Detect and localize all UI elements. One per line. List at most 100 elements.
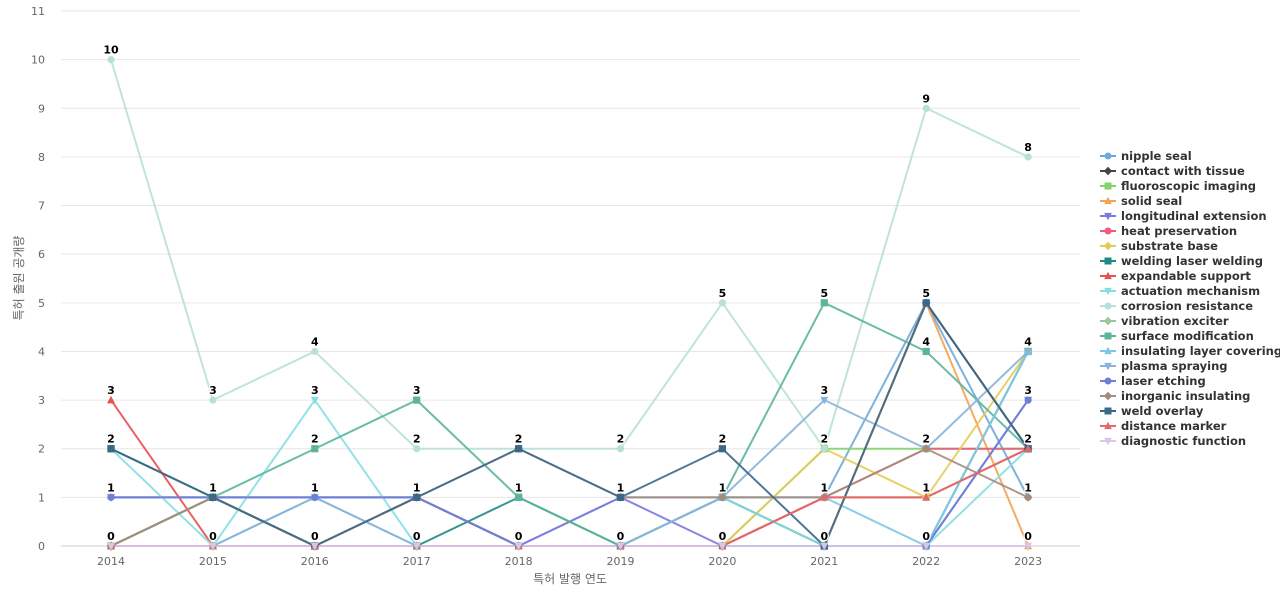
legend-swatch xyxy=(1100,287,1116,295)
legend-marker xyxy=(1104,362,1112,370)
legend-item-plasma-spraying[interactable]: plasma spraying xyxy=(1100,358,1278,373)
y-axis: 0 1 2 3 4 5 6 7 8 9 10 11 xyxy=(31,5,45,553)
data-point-weld-overlay xyxy=(922,299,930,307)
y-axis-title: 특허 출원 공개량 xyxy=(12,236,26,321)
legend-item-inorganic-insulating[interactable]: inorganic insulating xyxy=(1100,388,1278,403)
legend-item-surface-modification[interactable]: surface modification xyxy=(1100,328,1278,343)
data-label: 0 xyxy=(719,530,727,543)
data-label: 3 xyxy=(209,384,217,397)
legend-swatch xyxy=(1100,166,1116,175)
x-tick-label: 2017 xyxy=(403,555,431,568)
legend-swatch xyxy=(1100,152,1116,159)
data-point-distance-marker xyxy=(820,493,829,501)
legend-marker xyxy=(1104,257,1112,264)
data-point-weld-overlay xyxy=(209,493,217,501)
data-label: 2 xyxy=(311,433,319,446)
legend-marker xyxy=(1103,166,1113,175)
legend-marker xyxy=(1104,196,1112,204)
legend-swatch xyxy=(1100,362,1116,370)
data-point-distance-marker xyxy=(922,493,931,501)
legend-item-diagnostic-function[interactable]: diagnostic function xyxy=(1100,433,1278,448)
series-line-nipple-seal xyxy=(111,301,1029,547)
legend-label: insulating layer covering xyxy=(1121,343,1280,358)
data-label: 4 xyxy=(1024,335,1032,348)
data-labels: 1032103104321032102102105210532109542108… xyxy=(102,42,1033,544)
legend-item-substrate-base[interactable]: substrate base xyxy=(1100,238,1278,253)
legend-swatch xyxy=(1100,421,1116,429)
legend-item-nipple-seal[interactable]: nipple seal xyxy=(1100,148,1278,163)
data-label: 2 xyxy=(413,433,421,446)
data-point-actuation-mechanism xyxy=(310,396,319,405)
legend-item-corrosion-resistance[interactable]: corrosion resistance xyxy=(1100,298,1278,313)
data-point-corrosion-resistance xyxy=(1024,153,1032,161)
data-label: 4 xyxy=(922,335,930,348)
data-label: 10 xyxy=(103,44,119,57)
data-label: 4 xyxy=(311,335,319,348)
y-tick-label: 8 xyxy=(38,151,45,164)
data-label: 1 xyxy=(617,481,625,494)
data-label: 2 xyxy=(515,433,523,446)
x-axis: 2014 2015 2016 2017 2018 2019 2020 2021 2022 2023 xyxy=(97,546,1042,568)
legend-item-contact-with-tissue[interactable]: contact with tissue xyxy=(1100,163,1278,178)
y-tick-label: 10 xyxy=(31,54,45,67)
legend-label: heat preservation xyxy=(1121,223,1238,238)
data-point-corrosion-resistance xyxy=(413,445,421,453)
x-tick-label: 2022 xyxy=(912,555,940,568)
data-point-corrosion-resistance xyxy=(616,445,625,453)
legend-label: surface modification xyxy=(1121,328,1254,343)
legend-swatch xyxy=(1100,377,1116,384)
legend-marker xyxy=(1104,227,1112,234)
legend-label: actuation mechanism xyxy=(1121,283,1261,298)
legend-label: nipple seal xyxy=(1121,148,1192,163)
data-point-weld-overlay xyxy=(413,493,421,501)
data-point-weld-overlay xyxy=(718,445,726,453)
data-label: 1 xyxy=(1024,481,1032,494)
legend-item-distance-marker[interactable]: distance marker xyxy=(1100,418,1278,433)
data-point-weld-overlay xyxy=(515,445,523,453)
legend-marker xyxy=(1104,332,1112,339)
legend-item-longitudinal-extension[interactable]: longitudinal extension xyxy=(1100,208,1278,223)
legend-item-actuation-mechanism[interactable]: actuation mechanism xyxy=(1100,283,1278,298)
legend-label: contact with tissue xyxy=(1121,163,1245,178)
legend-label: welding laser welding xyxy=(1121,253,1263,268)
legend-item-heat-preservation[interactable]: heat preservation xyxy=(1100,223,1278,238)
legend-item-laser-etching[interactable]: laser etching xyxy=(1100,373,1278,388)
legend-swatch xyxy=(1100,346,1116,354)
data-label: 3 xyxy=(413,384,421,397)
data-point-corrosion-resistance xyxy=(107,56,115,64)
legend-item-weld-overlay[interactable]: weld overlay xyxy=(1100,403,1278,418)
legend: nipple seal contact with tissue fluoroscop… xyxy=(1100,148,1280,448)
legend-marker xyxy=(1104,346,1112,354)
legend-swatch xyxy=(1100,437,1116,445)
legend-item-solid-seal[interactable]: solid seal xyxy=(1100,193,1278,208)
data-label: 3 xyxy=(820,384,828,397)
series-lines xyxy=(110,59,1030,547)
legend-swatch xyxy=(1100,302,1116,309)
data-point-diagnostic-function xyxy=(820,542,829,551)
legend-marker xyxy=(1104,271,1112,279)
legend-swatch xyxy=(1100,227,1116,234)
data-point-inorganic-insulating xyxy=(1023,493,1033,502)
x-axis-title: 특허 발행 연도 xyxy=(533,571,607,586)
data-label: 0 xyxy=(1024,530,1032,543)
legend-swatch xyxy=(1100,316,1116,325)
legend-item-vibration-exciter[interactable]: vibration exciter xyxy=(1100,313,1278,328)
legend-label: corrosion resistance xyxy=(1121,298,1254,313)
data-point-laser-etching xyxy=(107,493,115,501)
x-tick-label: 2018 xyxy=(505,555,533,568)
data-label: 8 xyxy=(1024,141,1032,154)
data-point-diagnostic-function xyxy=(208,542,217,551)
legend-item-welding-laser-welding[interactable]: welding laser welding xyxy=(1100,253,1278,268)
legend-item-insulating-layer-covering[interactable]: insulating layer covering xyxy=(1100,343,1280,358)
x-tick-label: 2023 xyxy=(1014,555,1042,568)
data-label: 0 xyxy=(311,530,319,543)
legend-label: laser etching xyxy=(1121,373,1206,388)
legend-item-fluoroscopic-imaging[interactable]: fluoroscopic imaging xyxy=(1100,178,1278,193)
x-tick-label: 2014 xyxy=(97,555,125,568)
legend-item-expandable-support[interactable]: expandable support xyxy=(1100,268,1278,283)
y-tick-label: 2 xyxy=(38,443,45,456)
data-point-expandable-support xyxy=(107,395,115,404)
legend-swatch xyxy=(1100,407,1116,414)
data-label: 2 xyxy=(820,433,828,446)
